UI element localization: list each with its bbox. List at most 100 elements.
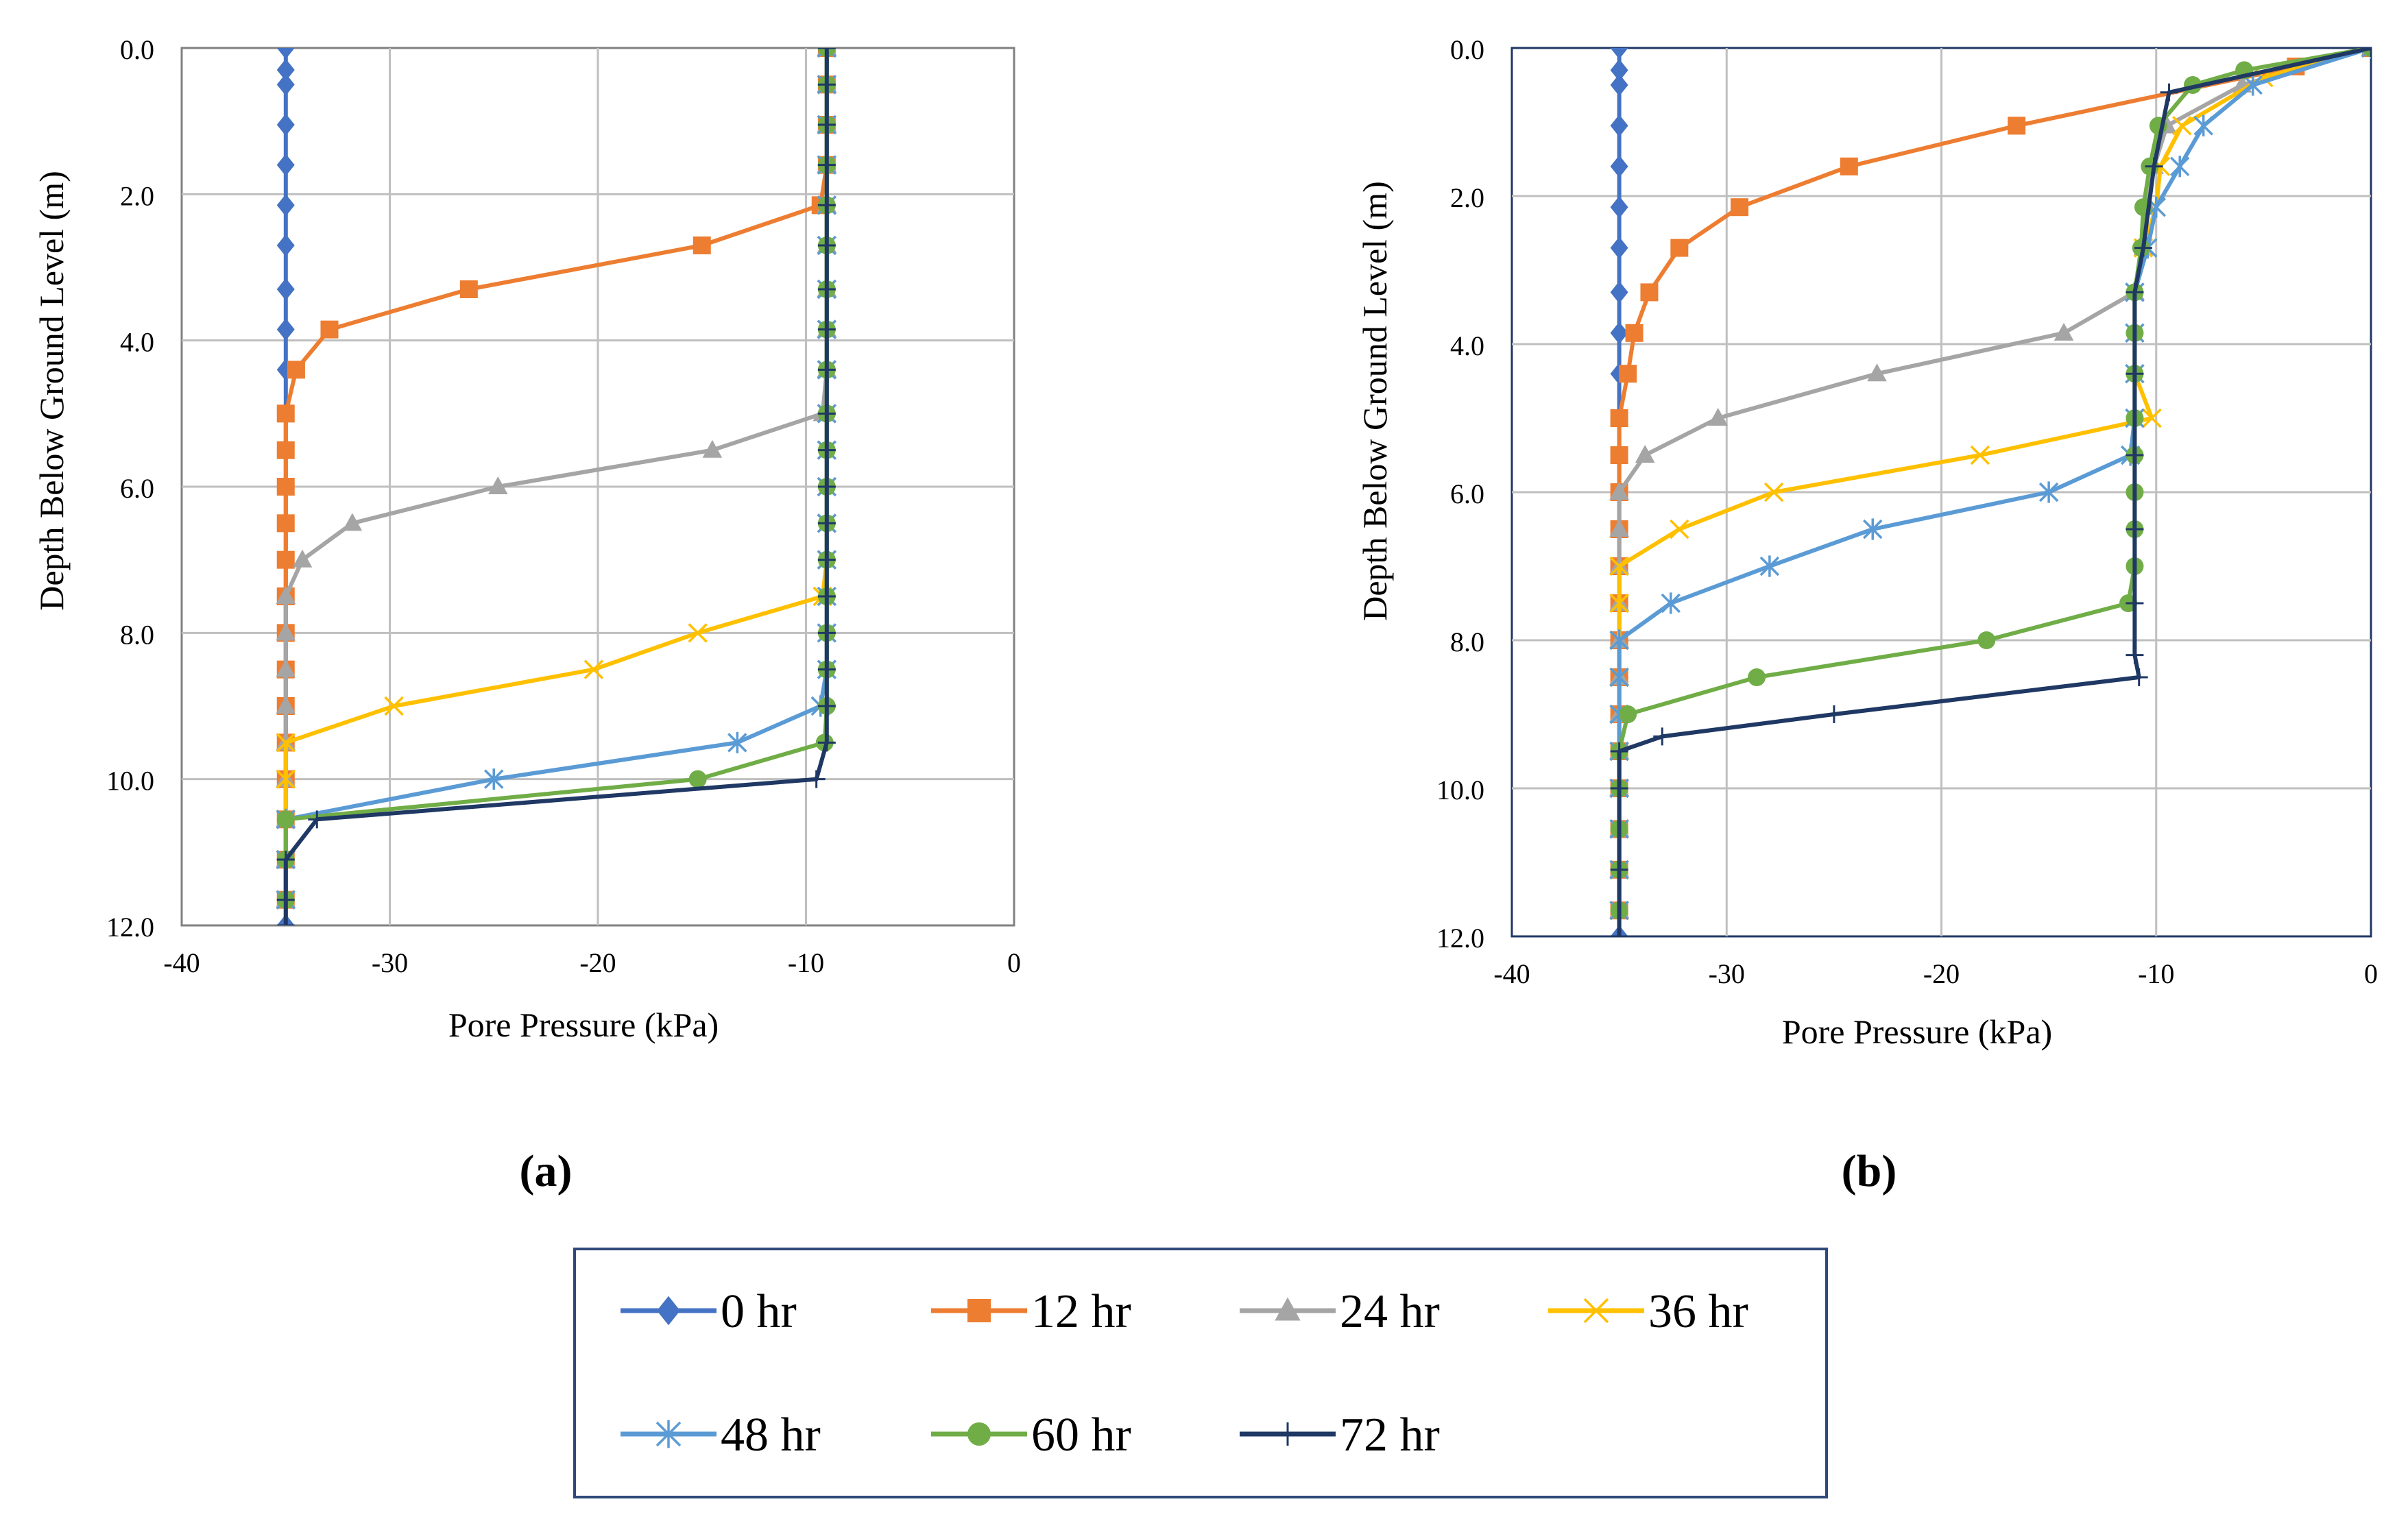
data-point-72-hr (276, 851, 295, 869)
x-tick-label-b: -30 (1709, 958, 1745, 989)
data-point-0-hr (276, 113, 295, 136)
x-axis-title-a: Pore Pressure (kPa) (448, 1006, 719, 1044)
data-point-72-hr (2160, 83, 2178, 101)
legend-marker-icon (967, 1299, 991, 1322)
data-point-72-hr (817, 116, 836, 134)
data-point-60-hr (1748, 668, 1766, 686)
y-tick-label-b: 2.0 (1450, 182, 1484, 213)
data-point-72-hr (817, 697, 836, 715)
data-point-24-hr (276, 696, 296, 714)
legend-item: 0 hr (621, 1285, 797, 1338)
data-point-0-hr (276, 154, 295, 176)
data-point-48-hr (2169, 156, 2190, 178)
legend-marker-icon (655, 1420, 682, 1448)
data-point-0-hr (276, 194, 295, 217)
data-point-0-hr (1610, 59, 1628, 82)
legend-label: 36 hr (1648, 1285, 1748, 1338)
data-point-24-hr (1635, 445, 1655, 463)
data-point-36-hr (1670, 519, 1689, 539)
data-point-72-hr (817, 320, 836, 339)
data-point-12-hr (320, 320, 339, 339)
y-tick-label-a: 2.0 (120, 180, 154, 211)
panel-label-b: (b) (1842, 1146, 1897, 1196)
legend-box (573, 1248, 1828, 1498)
data-point-36-hr (1763, 482, 1784, 502)
data-point-48-hr (1609, 666, 1629, 688)
legend-label: 48 hr (721, 1409, 821, 1461)
data-point-60-hr (1977, 631, 1996, 649)
data-point-0-hr (1610, 195, 1628, 219)
data-point-72-hr (817, 550, 836, 569)
y-tick-label-a: 4.0 (120, 327, 154, 358)
legend-marker-icon (967, 1422, 991, 1446)
data-point-12-hr (276, 441, 295, 459)
legend-marker-icon (1276, 1422, 1299, 1446)
data-point-72-hr (2126, 365, 2144, 383)
legend-item: 12 hr (931, 1285, 1131, 1338)
legend-item: 60 hr (931, 1409, 1131, 1461)
legend-entries: 0 hr 12 hr 24 hr 36 hr 48 hr 60 hr 72 hr (621, 1285, 1748, 1461)
data-point-24-hr (1609, 482, 1629, 500)
data-point-72-hr (2145, 157, 2163, 175)
y-tick-label-a: 6.0 (120, 473, 154, 504)
data-point-0-hr (276, 48, 295, 60)
data-point-72-hr (1610, 927, 1628, 936)
data-point-48-hr (2243, 74, 2263, 96)
data-point-48-hr (2193, 114, 2213, 136)
data-point-72-hr (2126, 283, 2144, 302)
data-point-72-hr (817, 624, 836, 642)
data-point-12-hr (1619, 365, 1637, 383)
y-tick-label-b: 0.0 (1450, 34, 1484, 65)
y-tick-label-a: 8.0 (120, 619, 154, 650)
y-tick-label-b: 12.0 (1436, 923, 1484, 954)
chart-panel-b: 0.0 2.0 4.0 6.0 8.0 10.0 12.0 -40 -30 -20 -10 0 Por… (1356, 34, 2378, 1196)
legend-label: 60 hr (1031, 1409, 1131, 1461)
y-axis-title-b: Depth Below Ground Level (m) (1356, 181, 1394, 621)
data-point-48-hr (1759, 555, 1780, 577)
y-tick-label-b: 8.0 (1450, 627, 1484, 657)
data-point-36-hr (1609, 593, 1629, 614)
data-point-48-hr (1661, 592, 1681, 614)
x-tick-label-b: -40 (1493, 958, 1530, 989)
series-72-hr-b (1610, 48, 2371, 936)
data-point-12-hr (1610, 409, 1628, 427)
data-point-0-hr (276, 73, 295, 96)
data-point-36-hr (583, 659, 604, 679)
data-point-48-hr (2038, 481, 2059, 503)
data-point-72-hr (817, 156, 836, 174)
data-point-24-hr (2054, 322, 2074, 341)
data-point-24-hr (342, 513, 363, 531)
x-tick-label-a: -10 (788, 947, 824, 978)
data-point-0-hr (276, 234, 295, 257)
data-point-72-hr (817, 361, 836, 379)
data-point-72-hr (817, 587, 836, 605)
data-point-12-hr (287, 361, 305, 379)
data-point-36-hr (1970, 445, 1990, 465)
x-tick-label-b: -10 (2138, 958, 2174, 989)
legend-marker-icon (657, 1296, 680, 1326)
y-tick-label-b: 10.0 (1436, 775, 1484, 805)
data-point-72-hr (817, 196, 836, 215)
data-point-36-hr (688, 623, 708, 643)
data-point-12-hr (2008, 117, 2026, 135)
data-point-72-hr (817, 48, 836, 57)
data-point-72-hr (817, 733, 836, 752)
y-tick-label-b: 4.0 (1450, 330, 1484, 361)
data-point-72-hr (2126, 520, 2144, 538)
legend-item: 48 hr (621, 1409, 821, 1461)
data-point-12-hr (276, 514, 295, 533)
data-point-36-hr (2142, 408, 2162, 428)
data-point-12-hr (1731, 198, 1749, 217)
legend-label: 0 hr (721, 1285, 797, 1338)
data-point-12-hr (1625, 324, 1644, 342)
data-point-48-hr (484, 768, 504, 790)
data-point-72-hr (2126, 594, 2144, 612)
data-point-72-hr (276, 890, 295, 909)
data-point-72-hr (817, 660, 836, 679)
data-point-24-hr (1708, 408, 1729, 426)
chart-panel-a: 0.0 2.0 4.0 6.0 8.0 10.0 12.0 -40 -30 -20 -10 0 Por… (32, 34, 1021, 1196)
data-point-36-hr (384, 696, 404, 716)
data-point-72-hr (1825, 705, 1843, 723)
data-point-24-hr (276, 659, 296, 677)
